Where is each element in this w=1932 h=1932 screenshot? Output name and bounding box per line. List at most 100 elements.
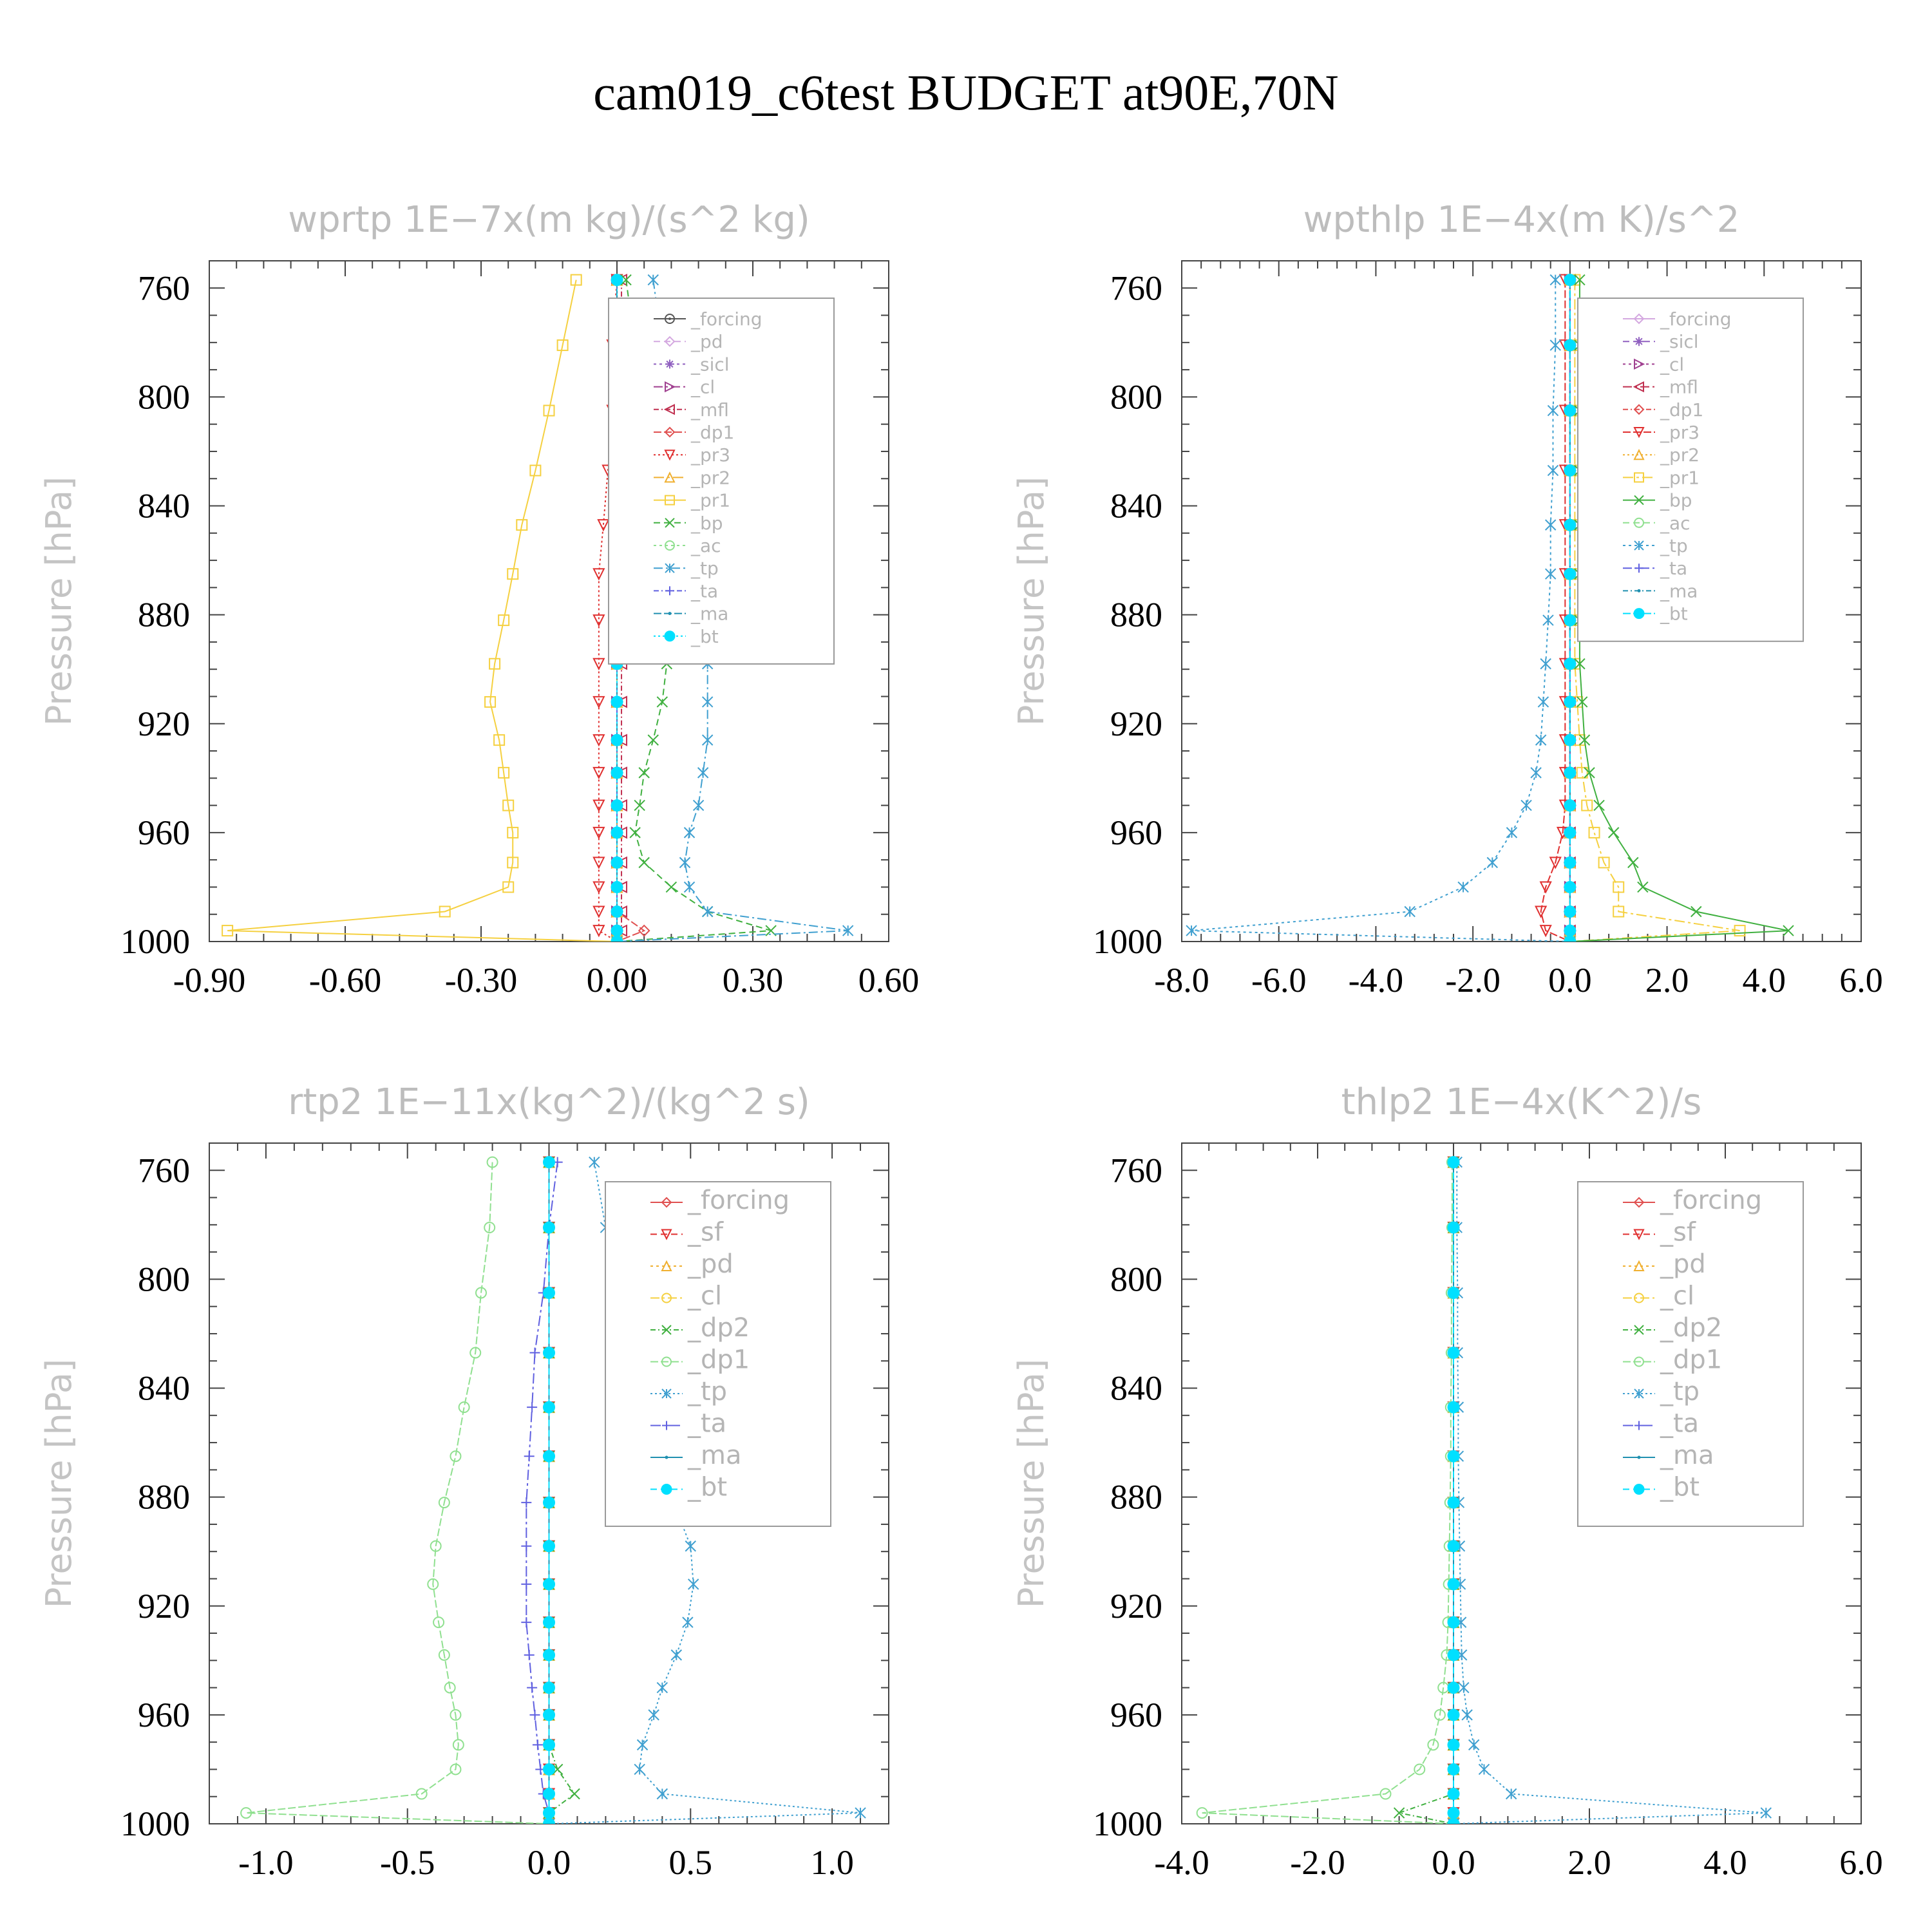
data-point-tp (1461, 1709, 1473, 1721)
data-point-dp1 (450, 1450, 462, 1463)
data-point-pr3 (592, 696, 605, 709)
data-point-bp (638, 857, 650, 869)
data-point-pr1 (1613, 905, 1625, 918)
data-point-tp (1540, 658, 1551, 670)
data-point-bt (1447, 1450, 1460, 1463)
x-tick-label: 4.0 (1703, 1843, 1747, 1882)
data-point-ta (529, 1347, 540, 1358)
data-point-bt (611, 880, 623, 893)
y-tick-label: 760 (1110, 269, 1162, 307)
data-point-bt (611, 274, 623, 287)
data-point-pr3 (592, 614, 605, 627)
data-point-pr1 (1588, 826, 1600, 838)
x-tick-label: -1.0 (238, 1843, 293, 1882)
legend: _forcing_sicl_cl_mfl_dp1_pr3_pr2_pr1_bp_… (1577, 298, 1804, 642)
data-point-dp1 (1414, 1763, 1426, 1776)
data-point-bt (1447, 1681, 1460, 1694)
data-point-ta (527, 1682, 538, 1693)
legend-swatch-marker (665, 314, 675, 324)
legend-swatch-marker (1637, 589, 1641, 592)
x-tick-label: -0.90 (173, 961, 245, 999)
legend-entry-tp: _tp (1660, 1377, 1700, 1406)
series-group (1186, 273, 1794, 942)
data-point-bt (1564, 799, 1577, 812)
legend-entry-cl: _cl (1660, 354, 1684, 375)
data-point-pr1 (507, 826, 519, 838)
data-point-bt (543, 1401, 555, 1414)
y-tick-label: 800 (1110, 1260, 1162, 1298)
data-point-pr3 (1549, 857, 1562, 869)
data-point-dp1 (475, 1287, 487, 1299)
legend-swatch-marker (1634, 1356, 1644, 1367)
data-point-tp (842, 925, 854, 936)
legend-swatch-marker (1634, 1388, 1644, 1399)
data-point-tp (679, 857, 691, 869)
legend-swatch-marker (661, 1229, 672, 1240)
x-tick-label: 0.30 (723, 961, 784, 999)
series-line-pr1 (1569, 279, 1740, 942)
data-point-bt (543, 1616, 555, 1629)
chart-panels: wprtp 1E−7x(m kg)/(s^2 kg) Pressure [hPa]… (39, 199, 1883, 1882)
data-point-bt (1564, 464, 1577, 477)
data-point-ta (521, 1617, 532, 1628)
data-point-tp (1486, 857, 1498, 869)
data-point-dp1 (1196, 1807, 1208, 1819)
series-group (240, 1155, 866, 1824)
series-line-pr1 (227, 279, 618, 942)
legend-entry-mfl: _mfl (690, 399, 729, 421)
legend-swatch-marker (1633, 608, 1645, 620)
data-point-bt (611, 856, 623, 869)
legend: _forcing _sf_pd _cl_dp2_dp1_tp _ta_ma _bt (1577, 1181, 1804, 1527)
data-point-bt (1447, 1738, 1460, 1751)
data-point-tp (701, 734, 714, 746)
y-tick-label: 920 (138, 1587, 190, 1625)
y-tick-label: 880 (1110, 1478, 1162, 1517)
data-point-tp (1468, 1739, 1480, 1751)
y-tick-label: 1000 (120, 922, 190, 961)
series-group (1196, 1155, 1772, 1824)
data-point-bt (1564, 567, 1577, 580)
data-point-tp (1506, 827, 1518, 838)
data-point-pr3 (597, 519, 610, 532)
data-point-bt (543, 1347, 555, 1359)
legend-entry-forcing: _forcing (687, 1186, 790, 1215)
legend-entry-forcing: _forcing (690, 308, 762, 330)
data-point-bt (1447, 1763, 1460, 1776)
data-point-bt (611, 924, 623, 937)
x-tick-label: -4.0 (1349, 961, 1403, 999)
legend-swatch-marker (1634, 1421, 1643, 1430)
data-point-bt (1564, 905, 1577, 918)
series-line-dp1 (1202, 1162, 1454, 1824)
legend-swatch-marker (664, 450, 676, 461)
data-point-tp (1457, 881, 1469, 893)
data-point-pr3 (592, 766, 605, 780)
legend-swatch-marker (1633, 313, 1645, 325)
x-tick-label: 0.5 (669, 1843, 713, 1882)
data-point-dp1 (1379, 1788, 1392, 1800)
data-point-bt (1564, 518, 1577, 531)
data-point-bp (1593, 799, 1605, 811)
legend-entry-tp: _tp (690, 558, 719, 579)
legend-entry-dp1: _dp1 (690, 422, 734, 443)
data-point-dp1 (433, 1616, 445, 1629)
data-point-bt (611, 766, 623, 779)
y-tick-label: 960 (1110, 813, 1162, 852)
legend-swatch-marker (665, 586, 674, 596)
legend-swatch-marker (1634, 540, 1644, 551)
data-point-bt (1564, 404, 1577, 417)
data-point-pr1 (543, 404, 555, 417)
data-point-tp (682, 1616, 694, 1628)
data-point-tp (1530, 767, 1542, 779)
data-point-tp (656, 1788, 668, 1800)
x-tick-label: 0.60 (858, 961, 920, 999)
data-point-bt (1564, 734, 1577, 746)
data-point-pr1 (489, 658, 501, 670)
data-point-dp1 (452, 1739, 464, 1751)
data-point-dp1 (486, 1156, 498, 1168)
data-point-bp (1627, 857, 1639, 869)
x-tick-label: 0.0 (1548, 961, 1592, 999)
legend-swatch-marker (664, 426, 676, 438)
data-point-bp (1576, 696, 1588, 708)
data-point-tp (1545, 568, 1557, 580)
